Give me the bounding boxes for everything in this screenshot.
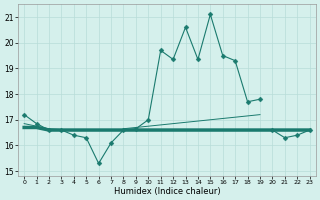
X-axis label: Humidex (Indice chaleur): Humidex (Indice chaleur) — [114, 187, 220, 196]
